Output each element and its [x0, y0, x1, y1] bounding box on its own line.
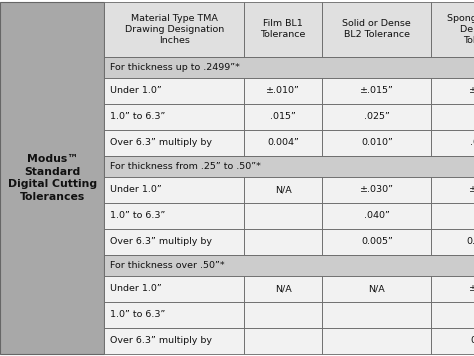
Bar [322, 302, 431, 328]
Text: Sponge or Foam
Dense BL3
Tolerance: Sponge or Foam Dense BL3 Tolerance [447, 14, 474, 45]
Text: 1.0” to 6.3”: 1.0” to 6.3” [110, 211, 165, 220]
Bar [322, 276, 431, 302]
Text: Under 1.0”: Under 1.0” [110, 284, 162, 293]
Text: Film BL1
Tolerance: Film BL1 Tolerance [261, 19, 306, 40]
Text: ±.030”: ±.030” [360, 185, 394, 194]
Bar [244, 203, 322, 229]
Text: N/A: N/A [368, 284, 385, 293]
Text: Over 6.3” multiply by: Over 6.3” multiply by [110, 138, 212, 147]
Text: Under 1.0”: Under 1.0” [110, 185, 162, 194]
Text: .050”: .050” [473, 211, 474, 220]
Bar [322, 328, 431, 354]
Bar [104, 276, 244, 302]
Bar [104, 328, 244, 354]
Bar [431, 130, 474, 156]
Text: Under 1.0”: Under 1.0” [110, 86, 162, 95]
Text: .032”: .032” [473, 112, 474, 121]
Text: Solid or Dense
BL2 Tolerance: Solid or Dense BL2 Tolerance [342, 19, 411, 40]
Text: 0.010”: 0.010” [470, 336, 474, 345]
Bar [322, 177, 431, 203]
Bar [244, 328, 322, 354]
Bar [244, 104, 322, 130]
Bar [104, 57, 474, 78]
Text: ±.015”: ±.015” [360, 86, 394, 95]
Text: ±.040”: ±.040” [469, 185, 474, 194]
Bar [104, 229, 244, 255]
Bar [104, 2, 244, 57]
Bar [322, 104, 431, 130]
Bar [244, 229, 322, 255]
Text: .015”: .015” [270, 112, 296, 121]
Text: 1.0” to 6.3”: 1.0” to 6.3” [110, 112, 165, 121]
Bar [0, 2, 104, 354]
Bar [431, 302, 474, 328]
Bar [322, 2, 431, 57]
Bar [322, 229, 431, 255]
Text: N/A: N/A [275, 284, 292, 293]
Text: 0.0063”: 0.0063” [467, 237, 474, 246]
Bar [431, 276, 474, 302]
Bar [104, 156, 474, 177]
Bar [104, 203, 244, 229]
Text: For thickness up to .2499”*: For thickness up to .2499”* [110, 63, 240, 72]
Text: Over 6.3” multiply by: Over 6.3” multiply by [110, 237, 212, 246]
Text: ±.010”: ±.010” [266, 86, 300, 95]
Bar [244, 177, 322, 203]
Text: 0.004”: 0.004” [267, 138, 299, 147]
Bar [431, 78, 474, 104]
Bar [431, 177, 474, 203]
Text: 1.0” to 6.3”: 1.0” to 6.3” [110, 310, 165, 319]
Text: Over 6.3” multiply by: Over 6.3” multiply by [110, 336, 212, 345]
Text: Material Type TMA
Drawing Designation
Inches: Material Type TMA Drawing Designation In… [125, 14, 224, 45]
Bar [244, 276, 322, 302]
Bar [104, 255, 474, 276]
Text: .0063”: .0063” [470, 138, 474, 147]
Text: N/A: N/A [275, 185, 292, 194]
Bar [104, 78, 244, 104]
Bar [244, 78, 322, 104]
Text: For thickness over .50”*: For thickness over .50”* [110, 261, 225, 270]
Bar [244, 130, 322, 156]
Text: 0.010”: 0.010” [361, 138, 393, 147]
Bar [431, 2, 474, 57]
Bar [104, 177, 244, 203]
Text: ±.050”: ±.050” [469, 284, 474, 293]
Text: 0.005”: 0.005” [361, 237, 393, 246]
Bar [431, 229, 474, 255]
Text: .025”: .025” [364, 112, 390, 121]
Bar [431, 203, 474, 229]
Text: .040”: .040” [364, 211, 390, 220]
Bar [104, 104, 244, 130]
Bar [322, 78, 431, 104]
Bar [322, 130, 431, 156]
Bar [244, 302, 322, 328]
Text: Modus™
Standard
Digital Cutting
Tolerances: Modus™ Standard Digital Cutting Toleranc… [8, 155, 97, 201]
Bar [431, 104, 474, 130]
Bar [244, 2, 322, 57]
Bar [104, 130, 244, 156]
Text: .070”: .070” [473, 310, 474, 319]
Text: For thickness from .25” to .50”*: For thickness from .25” to .50”* [110, 162, 261, 171]
Bar [431, 328, 474, 354]
Bar [104, 302, 244, 328]
Text: ±.025”: ±.025” [469, 86, 474, 95]
Bar [322, 203, 431, 229]
